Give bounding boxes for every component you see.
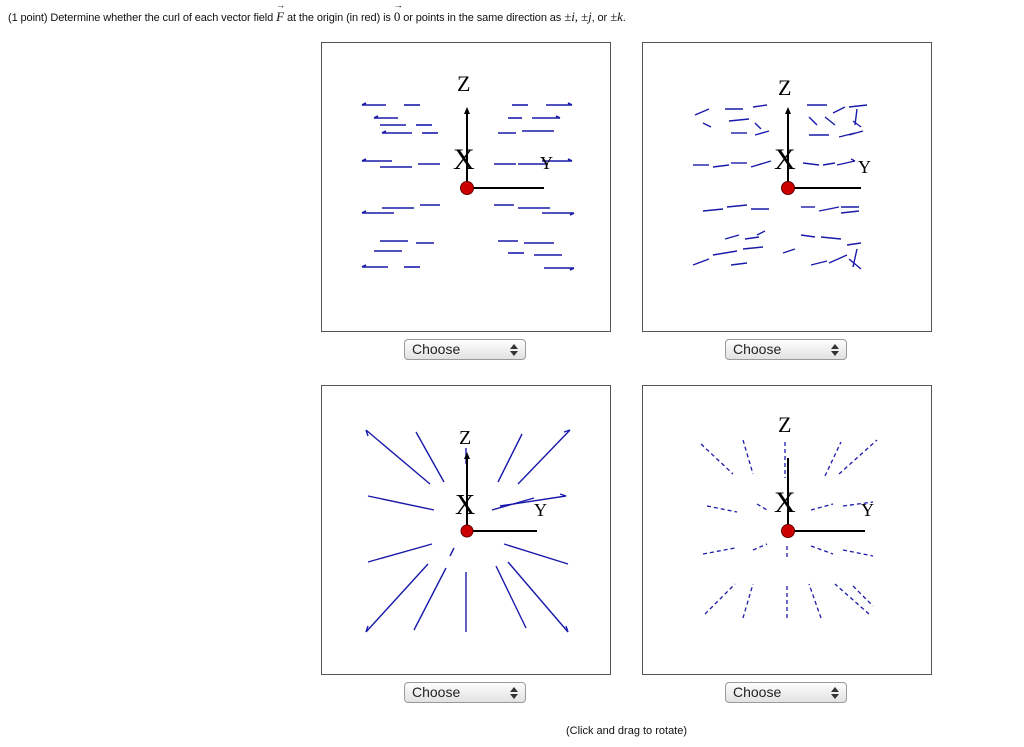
plot-canvas-1: Z X Y — [361, 71, 575, 271]
question-prefix: Determine whether the curl of each vecto… — [50, 12, 274, 24]
curl-select-1[interactable]: Choose — [404, 339, 526, 360]
curl-select-3-value: Choose — [412, 684, 461, 700]
plot-canvas-2: Z X Y — [692, 75, 871, 270]
axis-z-label-2: Z — [778, 75, 791, 100]
axis-z-label-1: Z — [457, 71, 470, 96]
axis-x-label-1: X — [453, 143, 475, 176]
vector-field-arrows-3 — [365, 429, 571, 633]
question-suffix: or points in the same direction as — [403, 12, 562, 24]
or-text: , or — [591, 12, 608, 24]
axis-x-label-4: X — [774, 486, 796, 519]
axes-1 — [464, 107, 544, 189]
vector-field-arrows-2 — [692, 104, 868, 270]
axis-y-label-2: Y — [858, 157, 871, 177]
plot-canvas-3: Z X Y — [365, 427, 571, 633]
field-symbol: F — [276, 0, 284, 25]
options-ij: ±i, ±j — [564, 9, 592, 24]
axis-x-label-3: X — [455, 490, 475, 521]
select-arrows-icon — [510, 342, 518, 357]
zero-vector-symbol: 0 — [394, 0, 401, 25]
curl-select-4[interactable]: Choose — [725, 682, 847, 703]
vector-field-plot-4[interactable]: Z X Y — [642, 385, 932, 675]
vector-field-arrows-4 — [700, 439, 878, 619]
curl-select-1-value: Choose — [412, 341, 461, 357]
question-text: (1 point) Determine whether the curl of … — [8, 0, 626, 25]
plot-canvas-4: Z X Y — [700, 412, 878, 619]
vector-field-plot-2[interactable]: Z X Y — [642, 42, 932, 332]
origin-marker-2 — [781, 181, 795, 195]
vector-field-arrows-1 — [361, 102, 575, 271]
curl-select-2[interactable]: Choose — [725, 339, 847, 360]
axis-y-label-4: Y — [861, 500, 874, 520]
axis-z-label-4: Z — [778, 412, 791, 437]
axes-4 — [787, 458, 865, 532]
select-arrows-icon — [831, 342, 839, 357]
vector-field-plot-1[interactable]: Z X Y — [321, 42, 611, 332]
origin-marker-1 — [460, 181, 474, 195]
vector-field-plot-3[interactable]: Z X Y — [321, 385, 611, 675]
question-points: (1 point) — [8, 12, 48, 24]
question-middle: at the origin (in red) is — [286, 12, 391, 24]
question-end: . — [622, 12, 626, 24]
axis-z-label-3: Z — [459, 427, 471, 449]
axis-x-label-2: X — [774, 143, 796, 176]
origin-marker-4 — [781, 524, 795, 538]
axes-2 — [785, 107, 861, 189]
origin-marker-3 — [460, 524, 474, 538]
select-arrows-icon — [831, 685, 839, 700]
axis-y-label-1: Y — [540, 153, 553, 173]
option-k: ±k — [610, 9, 623, 24]
rotate-hint: (Click and drag to rotate) — [565, 725, 688, 737]
curl-select-4-value: Choose — [733, 684, 782, 700]
axis-y-label-3: Y — [534, 500, 547, 520]
axes-3 — [464, 452, 537, 532]
select-arrows-icon — [510, 685, 518, 700]
curl-select-2-value: Choose — [733, 341, 782, 357]
curl-select-3[interactable]: Choose — [404, 682, 526, 703]
